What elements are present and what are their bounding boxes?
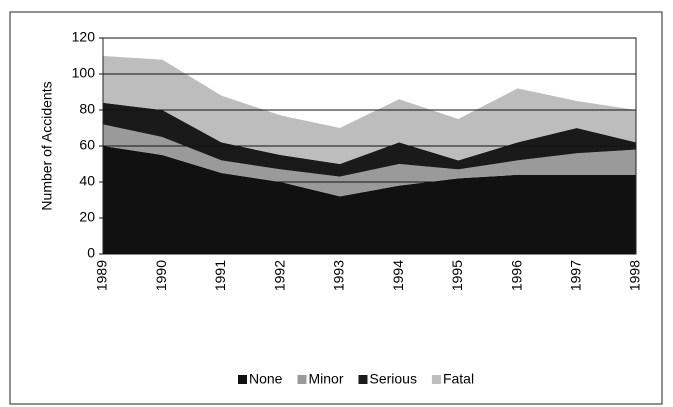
legend-swatch: [238, 375, 247, 384]
y-tick-label: 100: [72, 65, 96, 81]
area: [103, 146, 636, 254]
legend-swatch: [358, 375, 368, 384]
legend-swatch: [431, 375, 441, 384]
legend-label: None: [249, 371, 283, 387]
area: [103, 56, 636, 164]
y-axis-label: Number of Accidents: [39, 81, 55, 210]
x-tick-label: 1990: [153, 260, 169, 291]
legend-label: Minor: [308, 371, 343, 387]
x-tick-label: 1996: [508, 260, 524, 291]
y-tick-label: 40: [79, 173, 95, 189]
y-tick-label: 60: [79, 137, 95, 153]
area: [103, 102, 636, 177]
legend-label: Fatal: [443, 371, 474, 387]
legend-label: Serious: [369, 371, 416, 387]
y-tick-label: 0: [87, 245, 95, 261]
x-tick-label: 1991: [212, 260, 228, 291]
y-tick-label: 20: [79, 209, 95, 225]
x-tick-label: 1989: [94, 260, 110, 291]
x-tick-label: 1993: [331, 260, 347, 291]
x-tick-label: 1997: [567, 260, 583, 291]
x-tick-label: 1998: [627, 260, 643, 291]
x-tick-label: 1994: [390, 260, 406, 291]
y-tick-label: 80: [79, 101, 95, 117]
legend-swatch: [297, 375, 307, 384]
y-tick-label: 120: [72, 29, 96, 45]
x-tick-label: 1995: [449, 260, 465, 291]
x-tick-label: 1992: [271, 260, 287, 291]
